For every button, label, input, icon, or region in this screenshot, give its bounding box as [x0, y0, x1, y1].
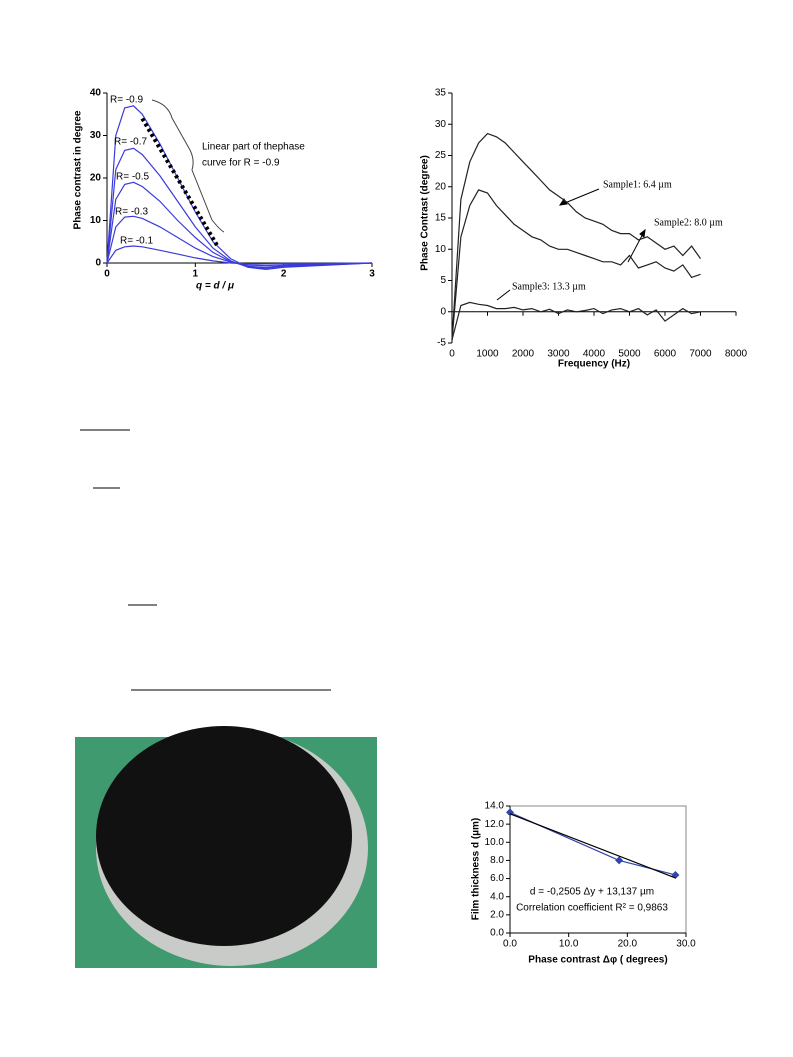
- annotation: Correlation coefficient R² = 0,9863: [516, 903, 668, 914]
- x-tick-label: 20.0: [618, 939, 638, 950]
- series-label: Sample3: 13.3 µm: [512, 281, 586, 292]
- x-tick-label: 7000: [689, 349, 712, 360]
- y-tick-label: 6.0: [490, 873, 504, 884]
- arrow-head: [639, 228, 646, 238]
- y-tick-label: 0: [95, 258, 101, 269]
- y-tick-label: 0.0: [490, 928, 504, 939]
- series-label: R= -0.3: [115, 207, 149, 218]
- y-axis-title: Film thickness d (µm): [471, 818, 482, 920]
- y-tick-label: 40: [90, 88, 102, 99]
- x-axis-title: Frequency (Hz): [558, 359, 630, 370]
- y-axis-title: Phase contrast in degree: [73, 110, 84, 229]
- x-tick-label: 8000: [725, 349, 748, 360]
- y-tick-label: 35: [435, 88, 447, 99]
- y-tick-label: 2.0: [490, 909, 504, 920]
- x-tick-label: 1: [193, 269, 199, 280]
- x-tick-label: 4000: [583, 349, 606, 360]
- y-tick-label: 10: [90, 215, 102, 226]
- y-tick-label: 10: [435, 244, 447, 255]
- series-label: Sample2: 8.0 µm: [654, 217, 723, 228]
- series-line: [106, 245, 373, 265]
- photo: [75, 726, 377, 968]
- series-label: R= -0.5: [116, 172, 150, 183]
- y-tick-label: 30: [435, 119, 447, 130]
- y-tick-label: 4.0: [490, 891, 504, 902]
- series-label: R= -0.9: [110, 95, 144, 106]
- series-line: [451, 189, 701, 340]
- fraction-bars: [80, 429, 331, 691]
- series-label: R= -0.1: [120, 236, 154, 247]
- x-tick-label: 0: [104, 269, 110, 280]
- series-line: [106, 215, 373, 267]
- annotation: curve for R = -0.9: [202, 158, 280, 169]
- x-tick-label: 6000: [654, 349, 677, 360]
- y-tick-label: 25: [435, 150, 447, 161]
- y-axis-title: Phase Contrast (degree): [420, 155, 431, 271]
- x-tick-label: 0: [449, 349, 455, 360]
- x-tick-label: 3000: [547, 349, 570, 360]
- y-tick-label: 20: [435, 181, 447, 192]
- annotation: d = -0,2505 Δy + 13,137 µm: [530, 887, 654, 898]
- series-line: [451, 132, 701, 340]
- point: [615, 856, 624, 865]
- series-label: R= -0.7: [114, 137, 148, 148]
- series-line: [140, 117, 220, 248]
- series-line: [106, 181, 373, 268]
- series-line: [509, 813, 676, 879]
- y-tick-label: 15: [435, 213, 447, 224]
- x-axis-title: Phase contrast Δφ ( degrees): [528, 955, 667, 966]
- annotation: Linear part of thephase: [202, 142, 305, 153]
- x-tick-label: 1000: [476, 349, 499, 360]
- brace: [151, 99, 225, 233]
- disc-face: [96, 726, 352, 946]
- y-tick-label: 14.0: [485, 801, 505, 812]
- x-tick-label: 2000: [512, 349, 535, 360]
- y-tick-label: 5: [440, 275, 446, 286]
- y-tick-label: 12.0: [485, 819, 505, 830]
- plot-frame: [509, 805, 687, 934]
- x-tick-label: 0.0: [503, 939, 517, 950]
- x-tick-label: 5000: [618, 349, 641, 360]
- y-tick-label: 8.0: [490, 855, 504, 866]
- arrow: [496, 289, 511, 301]
- series-line: [451, 301, 701, 341]
- y-tick-label: -5: [437, 338, 446, 349]
- y-tick-label: 0: [440, 306, 446, 317]
- y-tick-label: 20: [90, 173, 102, 184]
- x-tick-label: 30.0: [676, 939, 696, 950]
- x-tick-label: 3: [369, 269, 375, 280]
- x-axis-title: q = d / μ: [196, 281, 234, 292]
- series-line: [106, 147, 373, 269]
- x-tick-label: 2: [281, 269, 287, 280]
- series-label: Sample1: 6.4 µm: [603, 179, 672, 190]
- y-tick-label: 10.0: [485, 837, 505, 848]
- y-tick-label: 30: [90, 130, 102, 141]
- x-tick-label: 10.0: [559, 939, 579, 950]
- series-line: [509, 811, 676, 876]
- series-line: [106, 105, 373, 271]
